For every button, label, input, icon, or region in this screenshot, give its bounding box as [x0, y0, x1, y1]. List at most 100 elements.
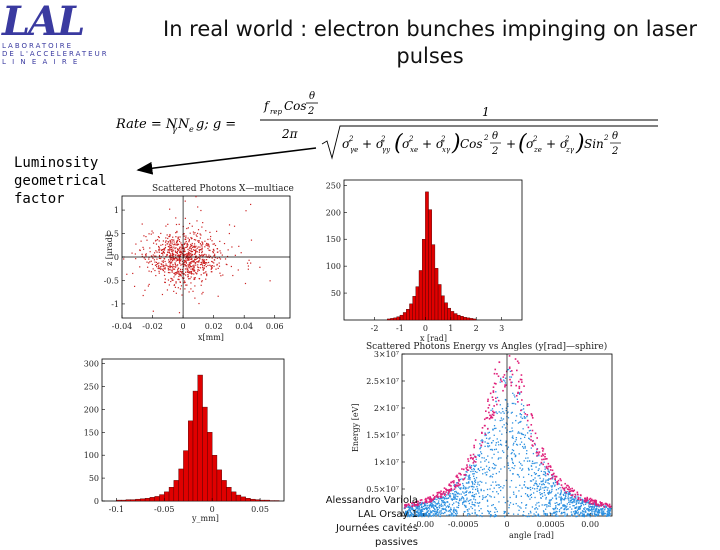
- chart4-point: [574, 494, 576, 496]
- chart4-point: [534, 477, 535, 478]
- chart1-point: [204, 259, 205, 260]
- chart4-point: [548, 463, 550, 465]
- chart4-point: [556, 489, 557, 490]
- chart4-point: [545, 498, 546, 499]
- chart4-point: [424, 504, 425, 505]
- chart4-point: [585, 511, 586, 512]
- chart1-point: [159, 255, 160, 256]
- chart4-point: [565, 506, 566, 507]
- chart1-point: [204, 241, 205, 242]
- chart4-point: [480, 515, 481, 516]
- chart1-point: [197, 233, 198, 234]
- chart4-point: [496, 404, 498, 406]
- chart4-point: [522, 514, 523, 515]
- chart4-point: [478, 468, 479, 469]
- chart1-point: [213, 262, 214, 263]
- chart4-point: [463, 493, 464, 494]
- chart1-point: [173, 269, 174, 270]
- chart4-point: [428, 507, 429, 508]
- chart1-point: [155, 275, 156, 276]
- chart4-point: [459, 488, 460, 489]
- chart4-point: [505, 442, 506, 443]
- chart4-point: [567, 503, 568, 504]
- chart4-point: [431, 506, 432, 507]
- chart2-xtick: -1: [396, 324, 404, 333]
- chart1-point: [171, 249, 172, 250]
- chart1-point: [191, 273, 192, 274]
- chart4-point: [493, 440, 494, 441]
- chart1-point: [178, 268, 179, 269]
- chart4-point: [546, 506, 547, 507]
- chart4-point: [461, 498, 462, 499]
- chart4-xtick: 0: [504, 520, 509, 529]
- chart4-point: [445, 489, 447, 491]
- chart4-point: [449, 504, 450, 505]
- chart1-ytick: -1: [111, 300, 119, 309]
- chart1-point: [167, 234, 168, 235]
- chart4-point: [558, 504, 559, 505]
- chart4-point: [518, 422, 519, 423]
- chart4-point: [460, 499, 461, 500]
- chart4-point: [598, 514, 599, 515]
- chart4-point: [484, 435, 485, 436]
- chart4-point: [493, 504, 494, 505]
- chart1-point: [198, 267, 199, 268]
- chart4-point: [527, 432, 528, 433]
- chart1-point: [209, 246, 210, 247]
- chart1-point: [162, 294, 163, 295]
- chart4-point: [565, 493, 566, 494]
- chart2-bar: [467, 318, 470, 320]
- chart4-point: [525, 505, 526, 506]
- chart1-point: [148, 233, 149, 234]
- chart4-point: [550, 469, 552, 471]
- chart1-point: [193, 266, 194, 267]
- chart1-point: [158, 236, 159, 237]
- chart1-point: [189, 291, 190, 292]
- chart4-point: [591, 514, 592, 515]
- chart4-point: [539, 451, 541, 453]
- chart4-point: [571, 502, 572, 503]
- chart4-point: [555, 512, 556, 513]
- chart2-bar: [470, 318, 473, 320]
- chart4-point: [516, 395, 518, 397]
- chart4-point: [487, 501, 488, 502]
- chart4-point: [421, 513, 422, 514]
- chart4-point: [439, 505, 440, 506]
- chart4-point: [475, 502, 476, 503]
- chart4-point: [463, 501, 464, 502]
- chart1-point: [196, 236, 197, 237]
- chart1-point: [201, 249, 202, 250]
- chart1-point: [131, 253, 132, 254]
- chart1-point: [163, 248, 164, 249]
- chart1-point: [188, 266, 189, 267]
- chart4-point: [524, 444, 525, 445]
- chart4-point: [574, 501, 575, 502]
- chart4-point: [518, 510, 519, 511]
- chart1-point: [163, 240, 164, 241]
- chart4-point: [536, 437, 538, 439]
- chart4-point: [489, 470, 490, 471]
- chart4-point: [492, 411, 494, 413]
- chart1-point: [142, 247, 143, 248]
- chart4-point: [456, 482, 457, 483]
- chart4-point: [480, 481, 481, 482]
- chart4-point: [481, 516, 482, 517]
- chart1-point: [213, 255, 214, 256]
- chart1-point: [185, 235, 186, 236]
- chart4-point: [511, 427, 512, 428]
- chart4-point: [475, 493, 476, 494]
- chart4-point: [449, 514, 450, 515]
- chart4-point: [462, 483, 463, 484]
- chart1-point: [190, 269, 191, 270]
- chart4-point: [434, 496, 436, 498]
- chart1-point: [200, 210, 201, 211]
- chart4-point: [440, 498, 441, 499]
- chart4-point: [500, 420, 501, 421]
- chart4-point: [554, 485, 555, 486]
- chart1-point: [219, 250, 220, 251]
- chart4-point: [504, 516, 505, 517]
- chart4-point: [477, 491, 478, 492]
- chart1-point: [189, 248, 190, 249]
- chart4-point: [453, 512, 454, 513]
- chart4-point: [519, 388, 521, 390]
